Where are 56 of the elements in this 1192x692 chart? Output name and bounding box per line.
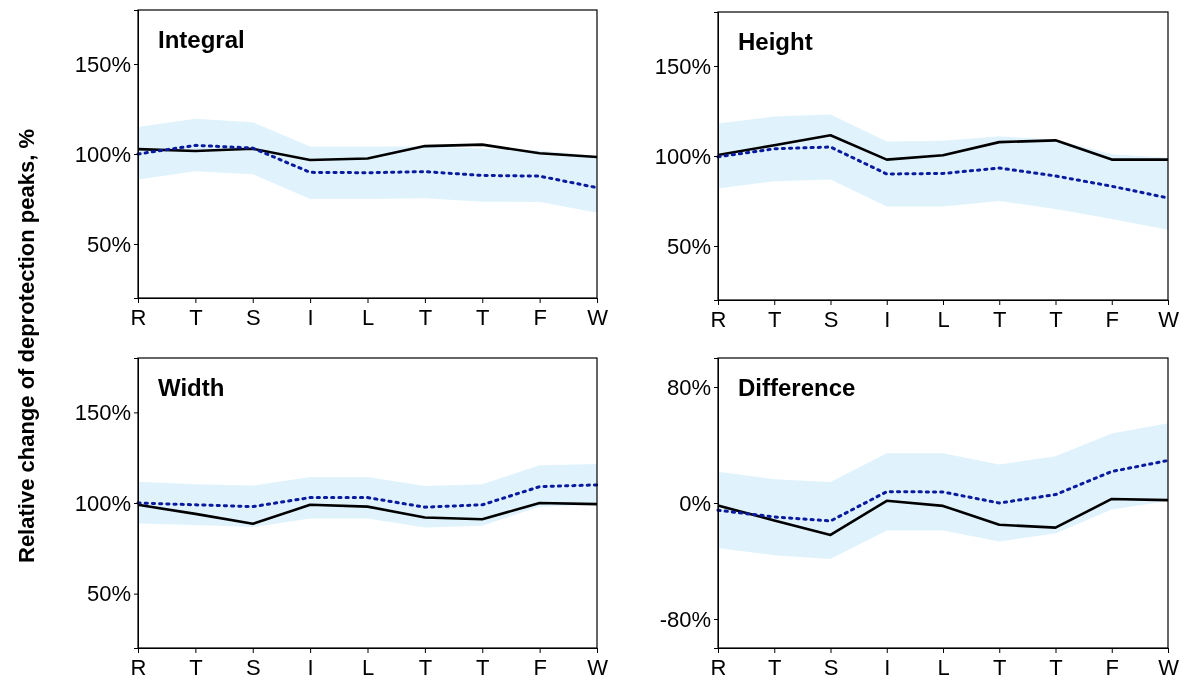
- x-tick-label: T: [1049, 306, 1063, 332]
- x-tick-label: S: [245, 654, 261, 680]
- y-tick-label: 50%: [86, 231, 131, 257]
- x-tick-label: F: [533, 304, 547, 330]
- x-tick-label: T: [768, 306, 782, 332]
- x-tick-label: W: [587, 304, 609, 330]
- x-tick-label: T: [993, 654, 1007, 680]
- y-tick-label: 50%: [86, 581, 131, 607]
- x-tick-label: T: [476, 304, 490, 330]
- x-tick-label: W: [1158, 306, 1180, 332]
- text: Difference: [738, 374, 856, 401]
- y-tick-label: 100%: [74, 141, 131, 167]
- x-tick-label: I: [307, 304, 314, 330]
- x-tick-label: F: [1105, 654, 1119, 680]
- y-tick-label: 150%: [74, 51, 131, 77]
- x-tick-label: R: [130, 654, 147, 680]
- line-series: [136, 483, 599, 509]
- x-tick-label: W: [587, 654, 609, 680]
- y-tick-label: 150%: [74, 399, 131, 425]
- y-tick-label: -80%: [659, 606, 711, 632]
- x-tick-label: S: [823, 306, 839, 332]
- x-tick-label: F: [1105, 306, 1119, 332]
- y-tick-label: 50%: [666, 233, 711, 259]
- x-tick-label: I: [884, 654, 891, 680]
- x-tick-label: R: [710, 306, 727, 332]
- x-tick-label: R: [710, 654, 727, 680]
- y-tick-label: 100%: [654, 143, 711, 169]
- x-tick-label: W: [1158, 654, 1180, 680]
- x-tick-label: T: [1049, 654, 1063, 680]
- y-tick-label: 0%: [679, 490, 711, 516]
- x-tick-label: T: [189, 654, 203, 680]
- text: Width: [158, 374, 225, 401]
- x-tick-label: T: [189, 304, 203, 330]
- x-tick-label: T: [476, 654, 490, 680]
- x-tick-label: R: [130, 304, 147, 330]
- text: Integral: [158, 26, 245, 53]
- text: Height: [738, 28, 813, 55]
- x-tick-label: T: [768, 654, 782, 680]
- x-tick-label: L: [937, 654, 950, 680]
- x-tick-label: T: [418, 304, 433, 330]
- x-tick-label: L: [937, 306, 950, 332]
- x-tick-label: S: [823, 654, 839, 680]
- line-series: [136, 143, 599, 190]
- y-tick-label: 150%: [654, 53, 711, 79]
- x-tick-label: T: [418, 654, 433, 680]
- x-tick-label: L: [361, 304, 375, 330]
- y-tick-label: 80%: [666, 374, 711, 400]
- x-tick-label: F: [533, 654, 547, 680]
- x-tick-label: I: [307, 654, 314, 680]
- x-tick-label: L: [361, 654, 375, 680]
- line-series: [716, 459, 1170, 523]
- x-tick-label: I: [884, 306, 891, 332]
- y-axis-title: Relative change of deprotection peaks, %: [14, 128, 39, 564]
- x-tick-label: T: [993, 306, 1007, 332]
- x-tick-label: S: [245, 304, 261, 330]
- y-tick-label: 100%: [74, 490, 131, 516]
